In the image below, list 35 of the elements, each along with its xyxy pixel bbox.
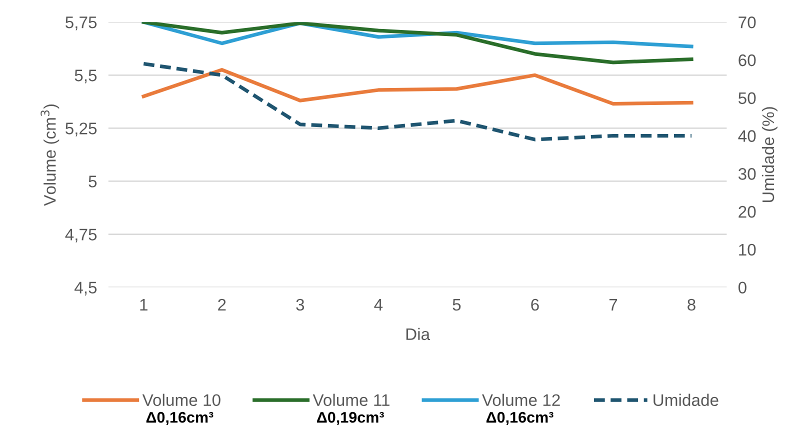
line-series (142, 22, 694, 64)
y-tick-label: 5 (88, 176, 97, 188)
y2-tick-label: 10 (739, 244, 756, 256)
x-tick-label: 8 (688, 298, 696, 311)
x-axis-title: Dia (406, 328, 430, 340)
y-tick-label: 5,75 (66, 16, 97, 30)
y2-tick-label: 30 (738, 168, 756, 180)
legend-label: Umidade (654, 394, 718, 406)
x-tick-label: 7 (609, 299, 618, 310)
y-tick-label: 4,5 (74, 282, 97, 296)
y2-tick-label: 60 (738, 54, 756, 66)
text: Δ0,16cm³ (486, 412, 554, 425)
text: Δ0,16cm³ (146, 412, 214, 425)
y2-tick-label: 50 (738, 92, 756, 104)
y2-tick-label: 70 (738, 16, 756, 28)
y2-tick-label: 40 (738, 130, 756, 142)
text: Δ0,19cm³ (317, 412, 384, 425)
y-axis-title: Volume (cm$^{3}$) (40, 104, 60, 206)
y-tick-label: 5,5 (74, 70, 97, 84)
y2-axis-title: Umidade (%) (762, 107, 778, 202)
x-tick-label: 3 (296, 298, 304, 311)
y-tick-label: 4,75 (65, 228, 97, 242)
line-series (142, 62, 694, 142)
line-series (142, 68, 694, 106)
legend-label: Volume 12 (482, 394, 560, 406)
y2-tick-label: 0 (738, 282, 746, 294)
x-tick-label: 1 (140, 299, 148, 310)
legend-label: Volume 11 (312, 394, 390, 406)
x-tick-label: 6 (531, 298, 539, 311)
x-tick-label: 4 (374, 299, 383, 310)
x-tick-label: 2 (218, 298, 226, 310)
y2-tick-label: 20 (738, 206, 756, 218)
x-tick-label: 5 (452, 299, 461, 311)
legend-label: Volume 10 (142, 394, 220, 406)
y-tick-label: 5,25 (66, 122, 97, 136)
